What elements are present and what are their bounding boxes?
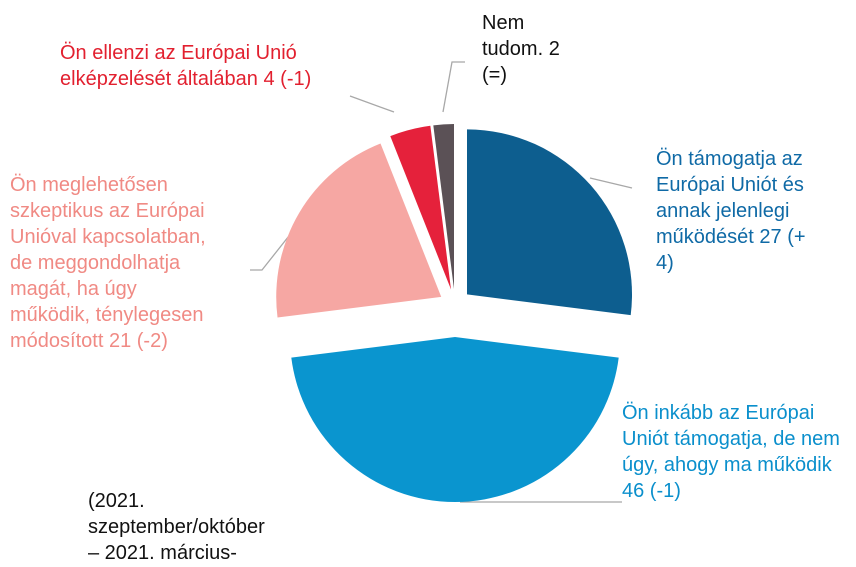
value-label: 21 (-2) xyxy=(108,330,168,352)
slice-label: Ön inkább az Európai Uniót támogatja, de… xyxy=(622,400,854,504)
pie-slice xyxy=(276,143,442,318)
value-label: 46 (-1) xyxy=(622,480,681,502)
category-label: Ön ellenzi az Európai Unió elképzelését … xyxy=(60,42,297,90)
pie-slice xyxy=(390,125,452,290)
category-label: Ön inkább az Európai Uniót támogatja, de… xyxy=(622,402,840,476)
value-label: 4 (-1) xyxy=(263,68,312,90)
value-label: 2 (=) xyxy=(482,38,560,86)
value-label: 27 (+ 4) xyxy=(656,226,806,274)
pie-slice xyxy=(467,129,633,316)
slice-label: Nem tudom. 2 (=) xyxy=(482,10,562,88)
category-label: Ön támogatja az Európai Uniót és annak j… xyxy=(656,148,804,248)
leader-line xyxy=(349,95,395,113)
pie-slice xyxy=(291,337,619,502)
slice-label: Ön meglehetősen szkeptikus az Európai Un… xyxy=(10,172,210,354)
leader-line xyxy=(589,177,633,189)
footnote: (2021. szeptember/október – 2021. márciu… xyxy=(88,490,265,564)
slice-label: Ön támogatja az Európai Uniót és annak j… xyxy=(656,146,806,276)
leader-line xyxy=(442,61,465,113)
category-label: Ön meglehetősen szkeptikus az Európai Un… xyxy=(10,174,206,352)
slice-label: Ön ellenzi az Európai Unió elképzelését … xyxy=(60,40,352,92)
pie-slice xyxy=(433,124,454,290)
category-label: Nem tudom. xyxy=(482,12,544,60)
